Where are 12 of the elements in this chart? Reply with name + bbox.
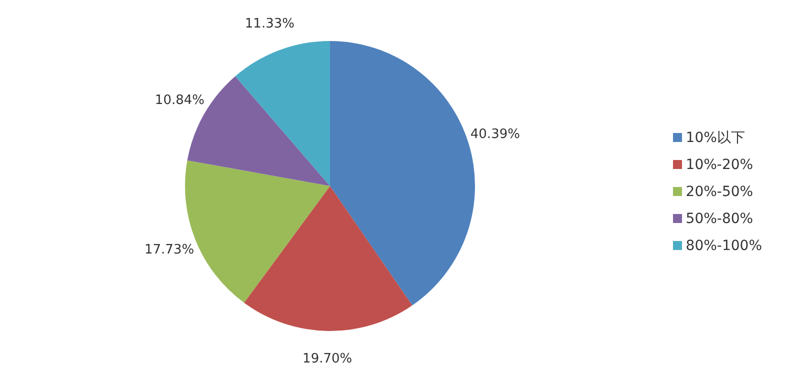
legend-label: 80%-100% [686,238,762,254]
legend-label: 10%-20% [686,156,754,172]
data-label: 40.39% [470,127,520,142]
legend-label: 50%-80% [686,210,754,226]
data-label: 19.70% [302,351,352,366]
legend-label: 20%-50% [686,184,754,200]
pie-slice [235,41,330,186]
pie-slice [244,186,412,331]
data-label: 17.73% [144,242,194,258]
data-label: 10.84% [154,92,205,108]
data-label: 11.33% [244,16,294,32]
legend-label: 10%以下 [686,130,745,146]
